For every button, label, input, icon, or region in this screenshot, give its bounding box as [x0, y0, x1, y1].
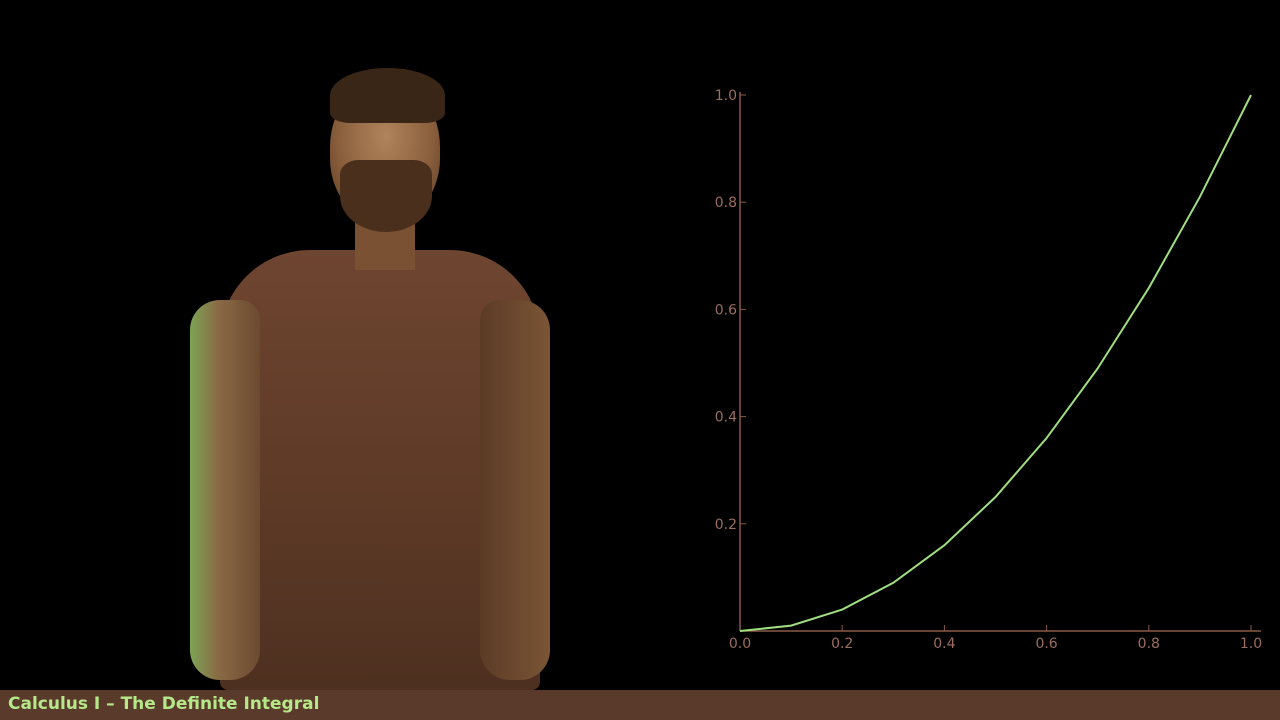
presenter-left-arm — [190, 300, 260, 680]
x-tick-label: 0.8 — [1138, 636, 1160, 652]
y-tick-label: 0.2 — [715, 517, 737, 533]
function-plot: 0.0 0.2 0.4 0.6 0.8 1.0 0.2 0.4 0.6 0.8 1.0 — [715, 88, 1262, 652]
caption-title: Calculus I – The Definite Integral — [8, 694, 320, 714]
caption-bar: Calculus I – The Definite Integral — [0, 690, 1280, 720]
presenter-beard — [340, 160, 432, 232]
x-tick-label: 1.0 — [1240, 636, 1262, 652]
x-tick-label: 0.4 — [933, 636, 955, 652]
presenter-hair — [330, 68, 445, 123]
tick-labels: 0.0 0.2 0.4 0.6 0.8 1.0 0.2 0.4 0.6 0.8 1.0 — [715, 88, 1262, 652]
y-tick-label: 0.4 — [715, 410, 737, 426]
y-tick-label: 0.6 — [715, 302, 737, 318]
presenter-right-arm — [480, 300, 550, 680]
presenter — [180, 60, 560, 690]
ticks — [739, 94, 1252, 631]
x-tick-label: 0.0 — [729, 636, 751, 652]
y-tick-label: 0.8 — [715, 195, 737, 211]
x-tick-label: 0.6 — [1035, 636, 1057, 652]
y-tick-label: 1.0 — [715, 88, 737, 104]
series-line — [739, 94, 1252, 632]
axes — [739, 92, 1261, 632]
x-tick-label: 0.2 — [831, 636, 853, 652]
